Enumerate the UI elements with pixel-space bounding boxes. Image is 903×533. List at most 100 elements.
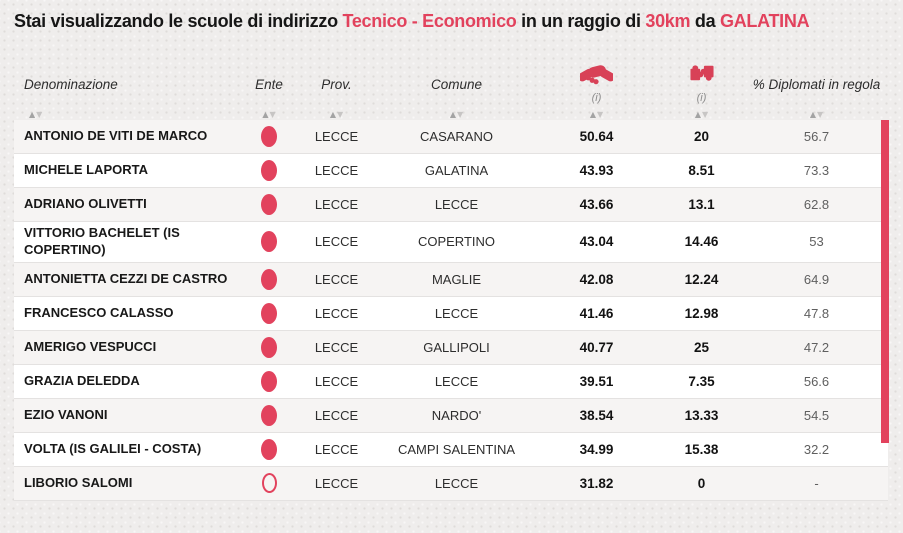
handshake-icon [578,61,615,91]
sort-asc-icon[interactable] [330,104,336,122]
school-name: ADRIANO OLIVETTI [24,196,147,212]
ente-type-dot [261,126,277,147]
diplomati-in-regola-value: 73.3 [803,163,830,178]
diplomati-in-regola-value: 62.8 [803,197,830,212]
table-row[interactable]: ADRIANO OLIVETTI LECCE LECCE 43.66 13.1 … [14,188,888,222]
column-header-comune: Comune [374,58,539,120]
table-row[interactable]: ANTONIETTA CEZZI DE CASTRO LECCE MAGLIE … [14,262,888,297]
coerenza-value: 15.38 [684,441,719,457]
table-row[interactable]: ANTONIO DE VITI DE MARCO LECCE CASARANO … [14,120,888,154]
sort-asc-icon[interactable] [695,104,701,122]
coerenza-value: 13.1 [688,197,715,212]
diplomati-in-regola-value: 47.8 [803,305,830,321]
ente-cell [239,268,299,290]
indice-occupazione-value: 38.54 [579,407,614,423]
sort-asc-icon[interactable] [262,104,268,122]
coerenza-value: 7.35 [688,373,715,389]
column-header-diplomati: % Diplomati in regola [749,58,884,120]
comune-cell: CASARANO [420,129,493,144]
ente-type-dot [261,302,277,324]
sort-desc-icon[interactable] [457,104,463,122]
provincia-cell: LECCE [314,163,359,178]
table-body: ANTONIO DE VITI DE MARCO LECCE CASARANO … [14,120,889,501]
school-name: FRANCESCO CALASSO [24,304,174,320]
sort-control-ente[interactable] [239,105,299,120]
title-filter-raggio: 30km [645,11,691,31]
diplomati-in-regola-value: 56.7 [803,129,830,144]
table-row[interactable]: AMERIGO VESPUCCI LECCE GALLIPOLI 40.77 2… [14,330,888,365]
sort-control-denominazione[interactable] [24,105,239,120]
info-tooltip-trigger[interactable]: (i) [591,92,602,104]
column-header-indice-occupazione: (i) [539,58,654,120]
ente-type-dot [261,336,277,358]
table-row[interactable]: GRAZIA DELEDDA LECCE LECCE 39.51 7.35 56… [14,364,888,399]
school-name: ANTONIO DE VITI DE MARCO [24,128,208,144]
sort-desc-icon[interactable] [597,104,603,122]
ente-type-dot [261,231,277,253]
comune-cell: LECCE [434,373,479,389]
sort-desc-icon[interactable] [36,104,42,122]
title-text: da [690,11,721,31]
ente-type-dot [261,370,277,392]
coerenza-value: 20 [693,129,710,144]
ente-cell [239,404,299,426]
provincia-cell: LECCE [314,305,359,321]
provincia-cell: LECCE [314,197,359,212]
indice-occupazione-value: 40.77 [579,339,614,355]
ente-cell [239,160,299,181]
comune-cell: COPERTINO [417,234,496,250]
sort-control-comune[interactable] [374,105,539,120]
coerenza-value: 14.46 [684,234,719,250]
table-row[interactable]: MICHELE LAPORTA LECCE GALATINA 43.93 8.5… [14,154,888,188]
table-row[interactable]: VITTORIO BACHELET (IS COPERTINO) LECCE C… [14,222,888,263]
indice-occupazione-value: 43.66 [579,197,614,212]
provincia-cell: LECCE [314,407,359,423]
indice-occupazione-value: 50.64 [579,129,614,144]
school-name: GRAZIA DELEDDA [24,372,140,388]
sort-asc-icon[interactable] [29,104,35,122]
sort-desc-icon[interactable] [702,104,708,122]
sort-desc-icon[interactable] [270,104,276,122]
sort-desc-icon[interactable] [817,104,823,122]
title-text: Stai visualizzando le scuole di indirizz… [14,11,343,31]
indice-occupazione-value: 31.82 [579,475,614,491]
scrollbar-thumb[interactable] [881,120,889,443]
school-name: VOLTA (IS GALILEI - COSTA) [24,440,202,456]
title-filter-comune: GALATINA [720,11,810,31]
ente-type-dot [261,473,277,494]
table-row[interactable]: FRANCESCO CALASSO LECCE LECCE 41.46 12.9… [14,296,888,331]
column-header-denominazione: Denominazione [24,58,239,120]
column-label: Comune [430,77,483,92]
info-tooltip-trigger[interactable]: (i) [696,92,707,104]
sort-desc-icon[interactable] [337,104,343,122]
school-name: ANTONIETTA CEZZI DE CASTRO [24,270,228,286]
indice-occupazione-value: 34.99 [579,441,614,457]
column-label: Denominazione [24,77,118,92]
table-row[interactable]: LIBORIO SALOMI LECCE LECCE 31.82 0 - [14,466,888,501]
comune-cell: GALATINA [424,163,489,178]
sort-control-coerenza[interactable] [654,105,749,120]
provincia-cell: LECCE [314,271,359,287]
sort-control-indice-occupazione[interactable] [539,105,654,120]
comune-cell: MAGLIE [431,271,482,287]
provincia-cell: LECCE [314,475,359,491]
school-name: EZIO VANONI [24,406,108,422]
sort-asc-icon[interactable] [810,104,816,122]
ente-type-dot [261,438,277,460]
column-label: Ente [255,77,283,92]
title-text: in un raggio di [516,11,646,31]
table-row[interactable]: VOLTA (IS GALILEI - COSTA) LECCE CAMPI S… [14,432,888,467]
diplomati-in-regola-value: 56.6 [803,373,830,389]
sort-asc-icon[interactable] [450,104,456,122]
ente-cell [239,438,299,460]
sort-asc-icon[interactable] [590,104,596,122]
sort-control-prov[interactable] [299,105,374,120]
sort-control-diplomati[interactable] [749,105,884,120]
coerenza-value: 13.33 [684,407,719,423]
table-row[interactable]: EZIO VANONI LECCE NARDO' 38.54 13.33 54.… [14,398,888,433]
ente-type-dot [261,160,277,181]
diplomati-in-regola-value: - [814,475,819,491]
column-label: Prov. [321,77,352,92]
coerenza-value: 0 [697,475,706,491]
